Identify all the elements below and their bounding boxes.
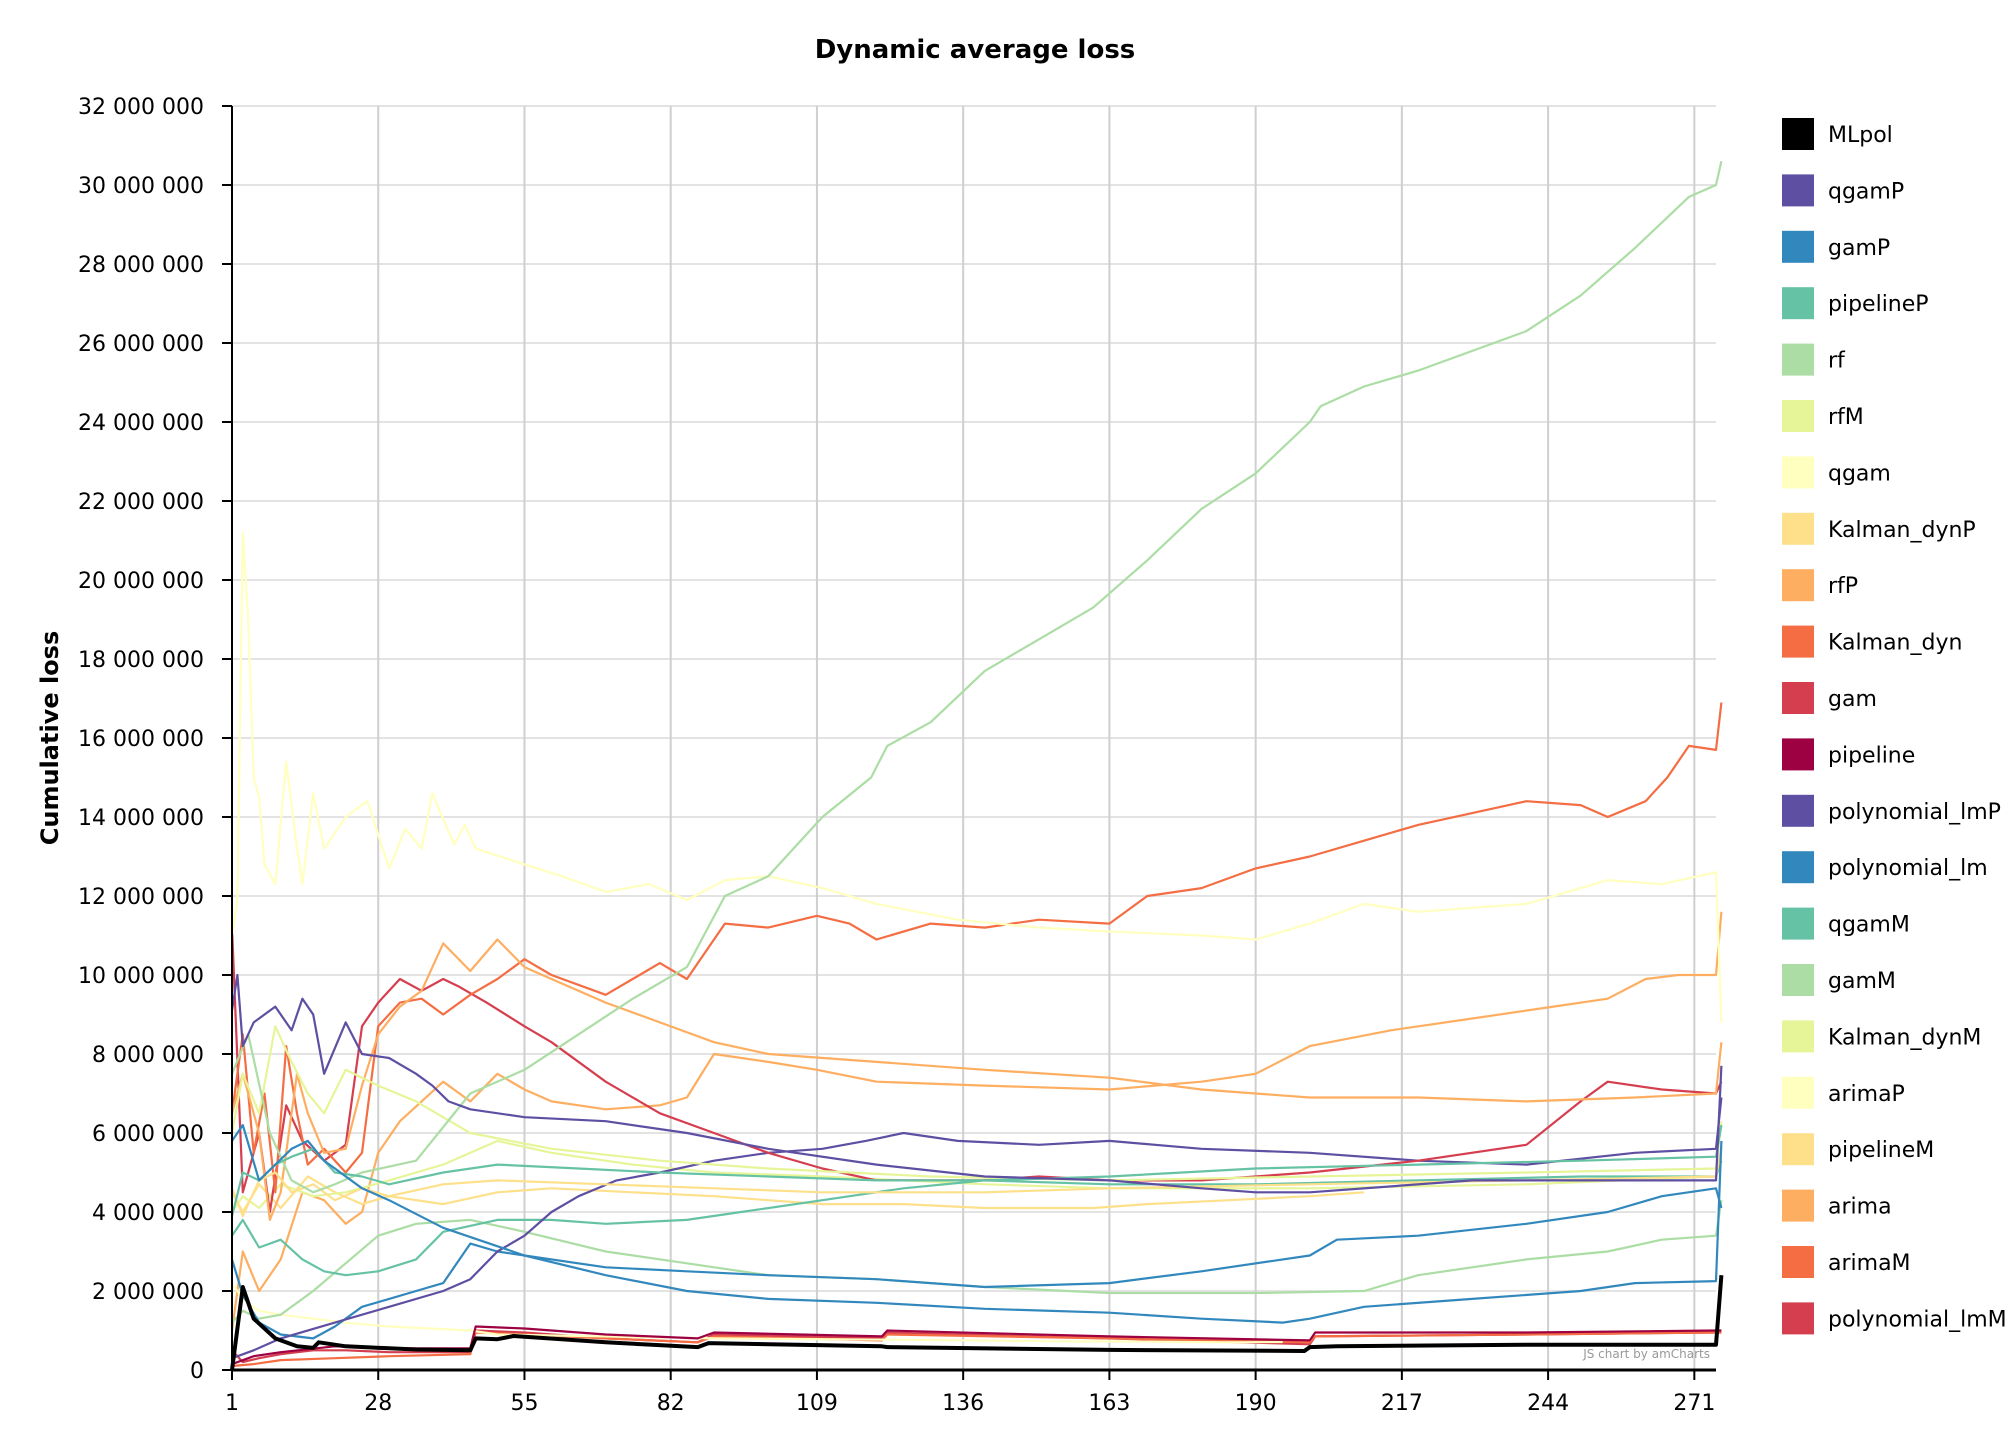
x-tick-label: 271 [1673,1391,1715,1416]
x-tick-label: 136 [942,1391,984,1416]
legend-label-arima: arima [1828,1195,1892,1220]
legend-label-Kalman_dynP: Kalman_dynP [1828,518,1976,543]
legend-swatch-Kalman_dynP [1782,512,1814,545]
legend-label-qgamP: qgamP [1828,179,1904,204]
y-tick-label: 14 000 000 [78,806,204,831]
legend-label-arimaM: arimaM [1828,1251,1911,1276]
series-line-qgamP [230,973,1723,1194]
legend-swatch-Kalman_dynM [1782,1020,1814,1053]
legend-swatch-pipelineM [1782,1133,1814,1166]
legend-swatch-gam [1782,682,1814,714]
series-line-rf [230,161,1723,1194]
legend-swatch-polynomial_lm [1782,851,1814,884]
series-line-gamP [231,1124,1723,1324]
x-tick-label: 217 [1381,1391,1423,1416]
chart-title: Dynamic average loss [815,35,1136,65]
legend-label-gam: gam [1828,687,1877,712]
chart-credit: JS chart by amCharts [1582,1347,1710,1361]
legend-label-pipelineP: pipelineP [1828,292,1929,317]
x-tick-label: 1 [225,1391,239,1416]
legend-label-polynomial_lmP: polynomial_lmP [1828,800,2001,825]
legend-label-MLpol: MLpol [1828,123,1893,148]
series-line-arimaM [231,1331,1722,1368]
y-tick-label: 0 [190,1359,204,1384]
legend-label-qgamM: qgamM [1828,913,1910,938]
y-tick-label: 24 000 000 [78,411,204,436]
series-line-gamM [231,1200,1723,1324]
y-tick-label: 16 000 000 [78,727,204,752]
y-tick-label: 4 000 000 [92,1201,204,1226]
legend-label-qgam: qgam [1828,461,1891,486]
x-tick-label: 244 [1527,1391,1569,1416]
legend-swatch-rf [1782,343,1814,376]
series-line-polynomial_lm [230,1187,1723,1340]
series-line-polynomial_lmP [231,1097,1723,1360]
legend-label-rfM: rfM [1828,405,1864,430]
legend-swatch-polynomial_lmM [1782,1302,1814,1335]
y-tick-label: 10 000 000 [78,964,204,989]
series-line-Kalman_dyn [230,702,1723,1194]
series-line-pipelineP [230,1124,1723,1217]
y-tick-label: 18 000 000 [78,648,204,673]
legend-swatch-arimaM [1782,1246,1814,1278]
legend-label-rf: rf [1828,349,1846,374]
legend-label-gamM: gamM [1828,969,1896,994]
legend-swatch-gamP [1782,230,1814,263]
legend-label-pipeline: pipeline [1828,743,1915,768]
legend-swatch-rfP [1782,569,1814,602]
x-tick-label: 28 [364,1391,392,1416]
legend-swatch-qgam [1782,456,1814,489]
series-line-arima [230,911,1723,1331]
series-line-MLpol [230,1275,1724,1371]
x-tick-label: 163 [1088,1391,1130,1416]
axes: 0 2 000 000 4 000 000 6 000 000 8 000 000 10 … [78,95,1716,1416]
series-line-rfP [230,938,1723,1221]
legend-label-Kalman_dyn: Kalman_dyn [1828,631,1962,656]
legend-label-gamP: gamP [1828,236,1890,261]
y-tick-label: 30 000 000 [78,174,204,199]
series-line-qgam [230,531,1723,1023]
legend-swatch-qgamP [1782,174,1814,207]
legend-swatch-arima [1782,1189,1814,1222]
x-tick-label: 190 [1235,1391,1277,1416]
grid [232,105,1716,1370]
series-line-rfM [230,1025,1723,1182]
legend-label-polynomial_lm: polynomial_lm [1828,856,1988,881]
legend-label-arimaP: arimaP [1828,1082,1905,1107]
legend-label-pipelineM: pipelineM [1828,1138,1934,1163]
legend-label-rfP: rfP [1828,574,1858,599]
legend-swatch-arimaP [1782,1076,1814,1109]
y-tick-label: 22 000 000 [78,490,204,515]
x-tick-label: 82 [657,1391,685,1416]
legend-swatch-rfM [1782,400,1814,432]
x-tick-label: 55 [510,1391,538,1416]
legend-label-Kalman_dynM: Kalman_dynM [1828,1025,1981,1050]
y-tick-label: 8 000 000 [92,1043,204,1068]
legend-swatch-pipeline [1782,738,1814,771]
y-tick-label: 6 000 000 [92,1122,204,1147]
legend-swatch-pipelineP [1782,287,1814,320]
legend-swatch-Kalman_dyn [1782,625,1814,658]
legend-swatch-MLpol [1782,118,1814,150]
legend: MLpol qgamP gamP pipelineP rf rfM qgam Kalman_d… [1782,118,2007,1335]
y-axis-title: Cumulative loss [36,631,64,845]
series-line-arimaP [231,1282,1283,1344]
legend-swatch-polynomial_lmP [1782,794,1814,827]
series-line-qgamM [231,1160,1723,1277]
series-lines [230,161,1724,1371]
y-tick-label: 32 000 000 [78,95,204,120]
y-tick-label: 26 000 000 [78,332,204,357]
legend-swatch-qgamM [1782,907,1814,940]
legend-label-polynomial_lmM: polynomial_lmM [1828,1307,2007,1332]
x-tick-label: 109 [796,1391,838,1416]
series-line-Kalman_dynP [230,1148,1723,1218]
y-tick-label: 2 000 000 [92,1280,204,1305]
y-tick-label: 20 000 000 [78,569,204,594]
y-tick-label: 28 000 000 [78,253,204,278]
y-tick-label: 12 000 000 [78,885,204,910]
legend-swatch-gamM [1782,964,1814,996]
